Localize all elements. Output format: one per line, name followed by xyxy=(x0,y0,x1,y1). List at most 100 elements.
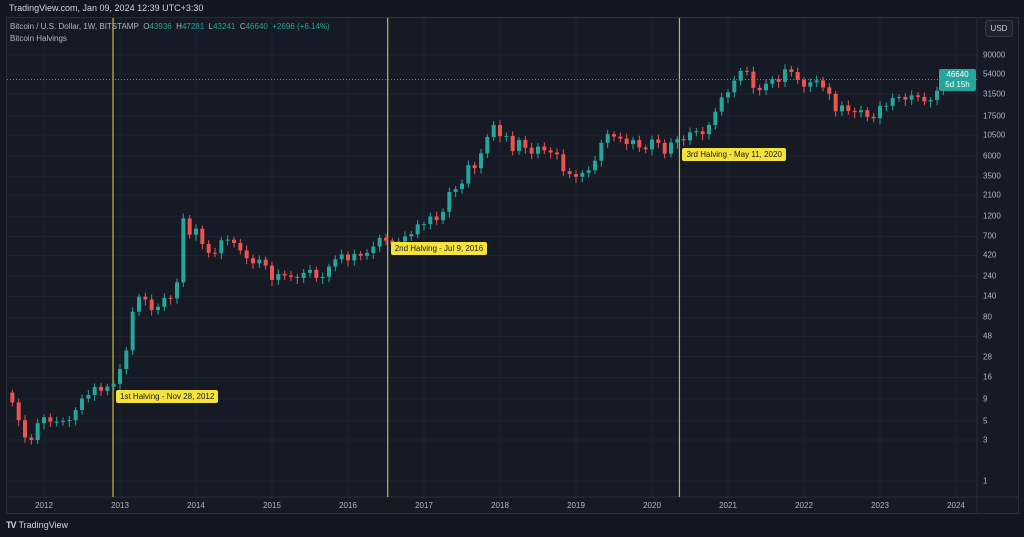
candle-body xyxy=(776,79,781,82)
chart-pane[interactable] xyxy=(6,17,1019,514)
candle-body xyxy=(802,79,806,87)
candle-body xyxy=(555,152,559,155)
candle-body xyxy=(23,420,27,438)
candle-body xyxy=(890,98,895,106)
candle-body xyxy=(694,131,699,133)
time-tick-label: 2017 xyxy=(415,501,433,510)
candle-body xyxy=(605,134,610,143)
candle-body xyxy=(238,243,243,251)
candle-body xyxy=(770,79,775,84)
candle-body xyxy=(612,134,616,137)
candle-body xyxy=(859,110,863,113)
candle-body xyxy=(289,275,293,277)
close-value: 46640 xyxy=(245,22,268,31)
candle-body xyxy=(738,70,743,81)
candle-body xyxy=(662,142,667,154)
candle-body xyxy=(726,92,730,98)
candle-body xyxy=(624,138,629,144)
candle-body xyxy=(384,237,388,241)
time-tick-label: 2014 xyxy=(187,501,205,510)
candle-body xyxy=(688,132,692,141)
price-tick-label: 2100 xyxy=(983,190,1001,200)
candle-body xyxy=(719,97,724,112)
time-tick-label: 2015 xyxy=(263,501,281,510)
candle-body xyxy=(358,253,363,256)
candle-body xyxy=(814,80,819,83)
time-tick-label: 2013 xyxy=(111,501,129,510)
change-value: +2696 (+6.14%) xyxy=(272,22,330,31)
time-tick-label: 2021 xyxy=(719,501,737,510)
candle-body xyxy=(35,423,40,440)
price-tick-label: 17500 xyxy=(983,111,1006,121)
candle-body xyxy=(194,228,198,235)
high-label: H xyxy=(176,22,182,31)
candle-body xyxy=(593,160,597,171)
time-tick-label: 2012 xyxy=(35,501,53,510)
brand-name: TradingView xyxy=(18,520,69,530)
candle-body xyxy=(339,254,344,260)
candle-body xyxy=(181,218,186,283)
candle-body xyxy=(263,259,268,266)
candle-body xyxy=(447,191,452,212)
candle-body xyxy=(200,228,205,244)
candle-body xyxy=(909,95,914,100)
price-tick-label: 80 xyxy=(983,312,992,322)
candle-body xyxy=(745,70,749,72)
candle-body xyxy=(48,417,53,422)
candle-body xyxy=(878,105,882,119)
candle-body xyxy=(213,252,217,254)
candle-body xyxy=(808,82,813,87)
currency-button[interactable]: USD xyxy=(985,20,1013,37)
candle-body xyxy=(922,96,927,102)
candle-body xyxy=(156,306,160,311)
indicator-label[interactable]: Bitcoin Halvings xyxy=(10,34,67,43)
time-tick-label: 2020 xyxy=(643,501,661,510)
snapshot-title: TradingView.com, Jan 09, 2024 12:39 UTC+… xyxy=(9,3,204,13)
candle-body xyxy=(928,99,933,102)
candle-body xyxy=(460,183,464,190)
candle-body xyxy=(491,124,496,137)
candle-body xyxy=(352,253,357,261)
candle-body xyxy=(840,105,844,112)
candle-body xyxy=(517,139,521,151)
candle-body xyxy=(580,172,585,177)
price-tick-label: 5 xyxy=(983,416,988,426)
candle-body xyxy=(935,90,939,100)
candle-body xyxy=(574,174,578,177)
candle-body xyxy=(365,252,369,256)
candle-body xyxy=(757,87,762,91)
candle-body xyxy=(916,95,920,97)
candle-body xyxy=(206,243,211,253)
candle-body xyxy=(124,350,129,370)
candle-body xyxy=(403,236,407,242)
candle-body xyxy=(137,296,141,312)
candle-body xyxy=(327,266,331,277)
candle-body xyxy=(707,124,711,135)
tradingview-logo[interactable]: TV TradingView xyxy=(6,520,68,530)
time-tick-label: 2023 xyxy=(871,501,889,510)
candle-body xyxy=(643,147,648,150)
candle-body xyxy=(846,105,851,111)
candle-body xyxy=(232,239,236,244)
candle-body xyxy=(510,135,515,151)
halving-label: 1st Halving - Nov 28, 2012 xyxy=(116,390,219,403)
last-price-label: 46640 5d 15h xyxy=(939,69,976,91)
candle-body xyxy=(865,110,870,117)
price-tick-label: 10500 xyxy=(983,130,1006,140)
candle-body xyxy=(441,211,445,221)
top-bar: TradingView.com, Jan 09, 2024 12:39 UTC+… xyxy=(0,0,1024,17)
candle-body xyxy=(472,165,477,169)
candle-body xyxy=(529,147,534,154)
candle-body xyxy=(251,258,255,264)
last-price-value: 46640 xyxy=(946,70,969,79)
candle-body xyxy=(827,87,832,94)
candle-body xyxy=(301,272,306,278)
candle-body xyxy=(637,140,642,148)
candle-body xyxy=(732,80,737,93)
candle-body xyxy=(86,395,91,399)
candle-body xyxy=(567,171,572,175)
time-tick-label: 2019 xyxy=(567,501,585,510)
candle-body xyxy=(586,170,591,173)
candle-body xyxy=(333,259,338,267)
